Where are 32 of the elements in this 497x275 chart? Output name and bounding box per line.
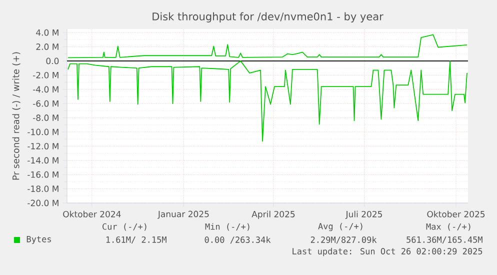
y-tick-label: -12.0 M [28, 142, 58, 150]
y-tick-label: 0.0 [46, 58, 59, 64]
text: Last update: Sun Oct 26 02:00:29 2025 [292, 248, 482, 256]
y-tick-label: -10.0 M [28, 128, 58, 136]
x-tick-label: Januar 2025 [158, 210, 209, 219]
y-tick-label: 4.0 M [36, 29, 58, 36]
y-axis-title: Pr second read (-) / write (+) [12, 52, 20, 180]
y-tick-label: -6.0 M [33, 100, 58, 107]
text: Cur (-/+) [102, 223, 146, 231]
line-series [68, 60, 468, 142]
y-tick-label: -4.0 M [33, 86, 58, 93]
text: 561.36M/165.45M [406, 236, 482, 244]
y-tick-label: -16.0 M [28, 171, 58, 178]
text: Avg (-/+) [318, 222, 362, 232]
y-tick-label: -18.0 M [28, 186, 58, 192]
line-series [68, 34, 468, 58]
y-tick-label: -20.0 M [28, 200, 58, 206]
y-tick-label: -14.0 M [28, 157, 58, 164]
chart-title: Disk throughput for /dev/nvme0n1 - by year [152, 12, 384, 22]
text: 0.00 /263.34k [204, 236, 271, 244]
text: Max (-/+) [426, 223, 470, 231]
x-tick-label: April 2025 [252, 210, 295, 220]
text: Min (-/+) [205, 223, 250, 231]
legend-label: Bytes [26, 236, 51, 244]
y-tick-label: -2.0 M [33, 72, 58, 78]
y-tick-label: -8.0 M [33, 114, 58, 121]
y-tick-label: 2.0 M [36, 44, 58, 50]
x-tick-label: Oktober 2024 [63, 210, 121, 218]
text: 1.61M/ 2.15M [106, 236, 166, 244]
x-tick-label: Oktober 2025 [427, 210, 485, 218]
x-tick-label: Juli 2025 [345, 210, 382, 219]
text: 2.29M/827.09k [310, 236, 377, 244]
